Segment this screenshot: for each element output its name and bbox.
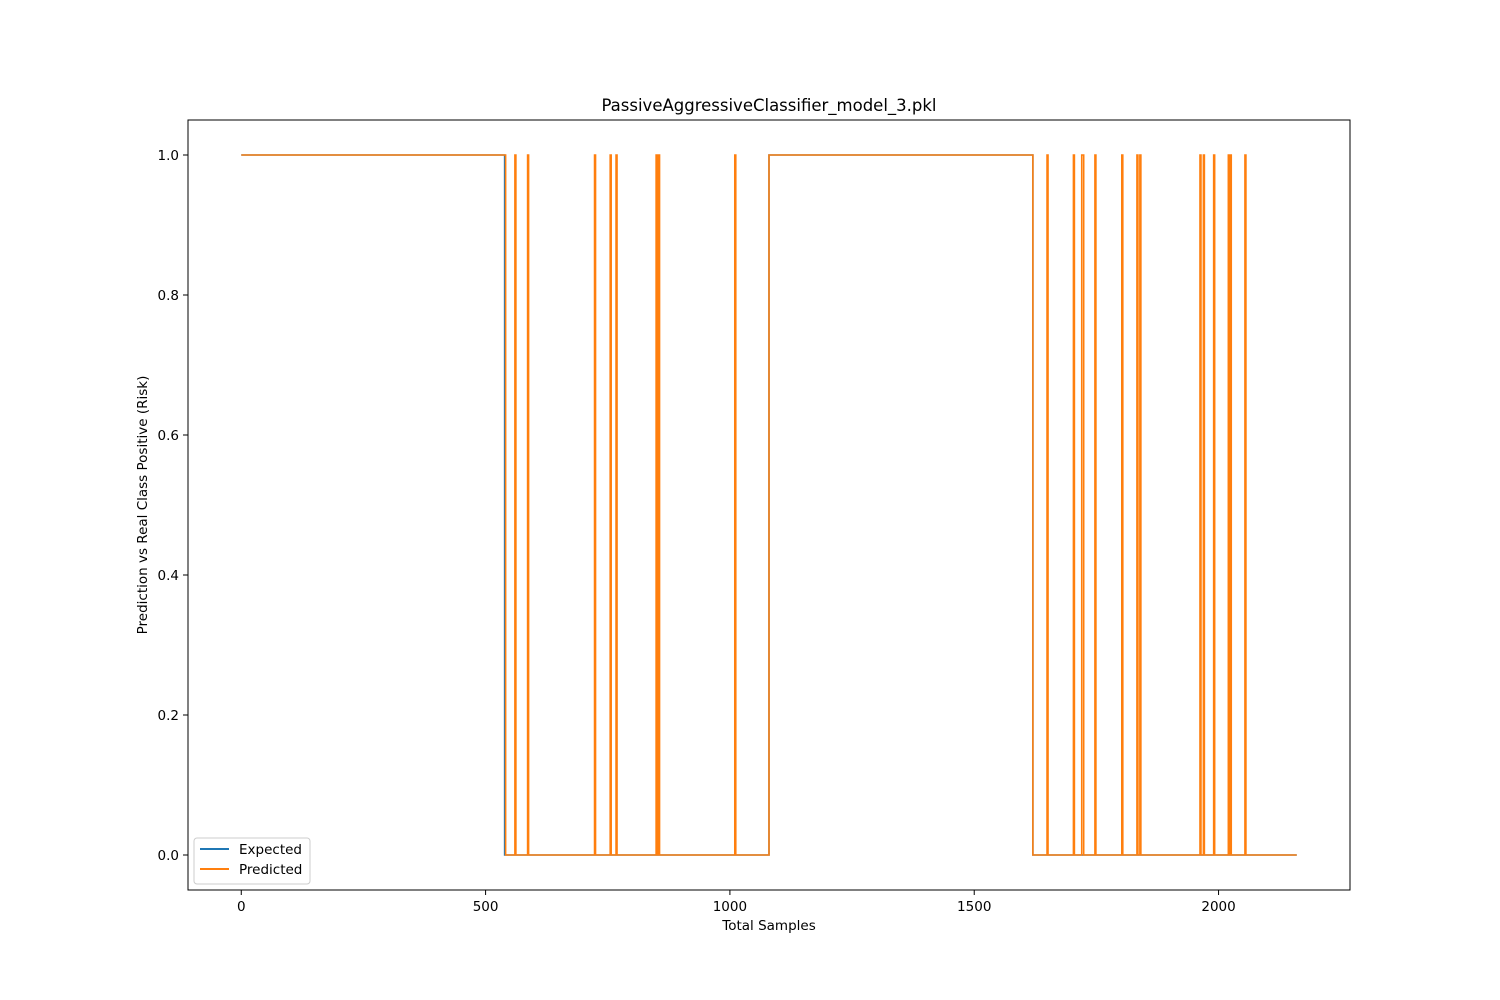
x-tick-label: 0 — [237, 899, 246, 915]
x-tick-label: 1500 — [957, 899, 991, 915]
legend-label-expected: Expected — [239, 842, 302, 858]
series-line-predicted — [241, 154, 1297, 856]
y-axis-ticks: 0.0 0.2 0.4 0.6 0.8 1.0 — [158, 148, 188, 864]
y-tick-label: 0.6 — [158, 428, 179, 444]
legend: Expected Predicted — [193, 837, 311, 885]
y-tick-label: 0.2 — [158, 708, 179, 724]
x-axis-label: Total Samples — [721, 918, 815, 934]
series-layer — [241, 154, 1297, 856]
y-tick-label: 1.0 — [158, 148, 179, 164]
x-tick-label: 1000 — [713, 899, 747, 915]
x-axis-ticks: 0 500 1000 1500 2000 — [237, 890, 1236, 915]
chart-title: PassiveAggressiveClassifier_model_3.pkl — [601, 96, 936, 116]
y-tick-label: 0.8 — [158, 288, 179, 304]
plot-frame — [187, 119, 1351, 891]
y-axis-label: Prediction vs Real Class Positive (Risk) — [135, 376, 151, 635]
x-tick-label: 500 — [473, 899, 499, 915]
y-tick-label: 0.4 — [158, 568, 179, 584]
x-tick-label: 2000 — [1201, 899, 1235, 915]
y-tick-label: 0.0 — [158, 848, 179, 864]
legend-label-predicted: Predicted — [239, 862, 302, 878]
